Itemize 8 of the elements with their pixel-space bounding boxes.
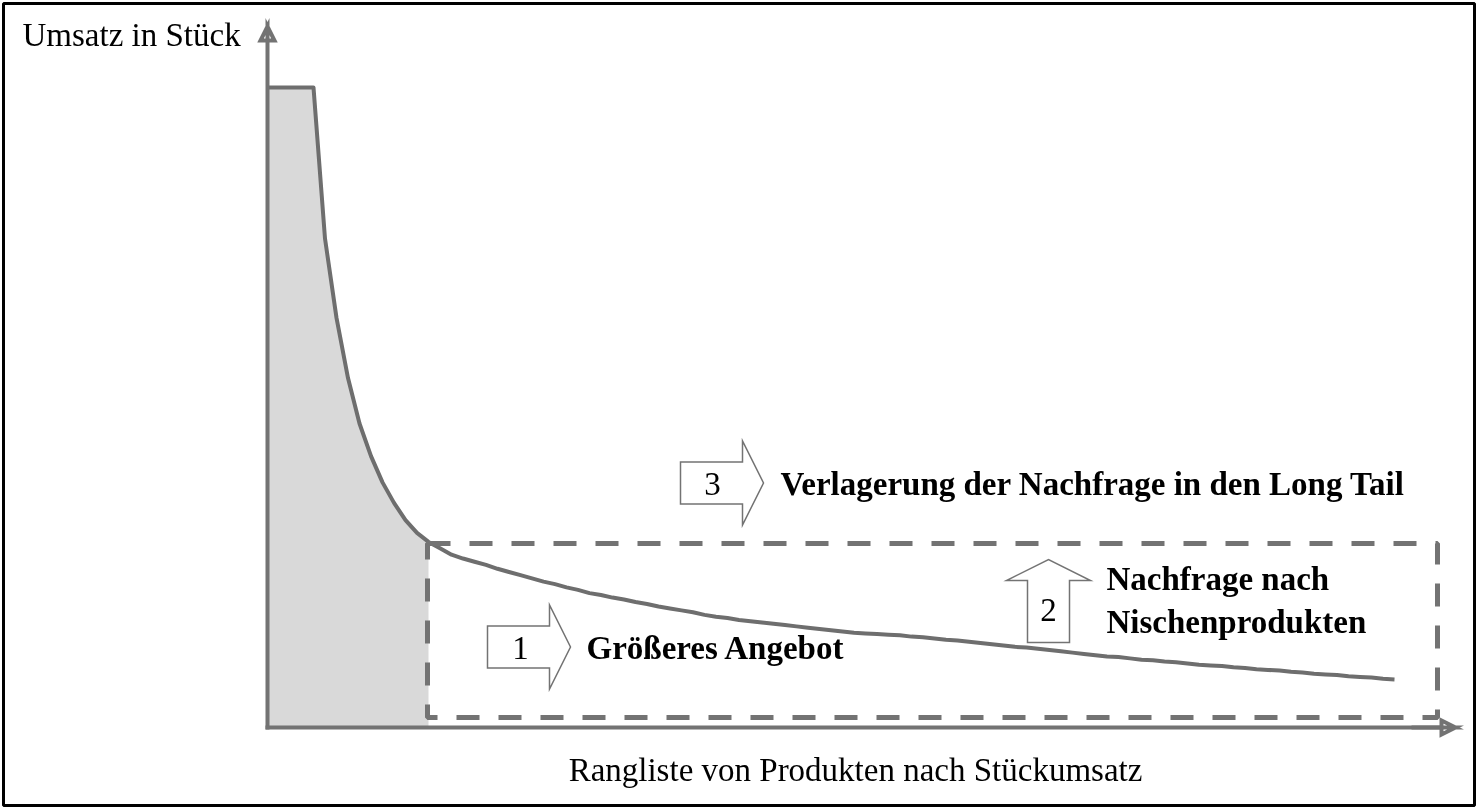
annotation: Verlagerung der Nachfrage in den Long Tail xyxy=(780,465,1404,502)
x-axis-title: Rangliste von Produkten nach Stückumsatz xyxy=(568,751,1143,788)
annotation: 2 xyxy=(1040,591,1057,628)
y-axis-title: Umsatz in Stück xyxy=(22,16,242,53)
annotation: Nachfrage nach Nischenprodukten xyxy=(1106,560,1367,641)
annotation: Größeres Angebot xyxy=(586,629,844,666)
annotation: 1 xyxy=(512,629,529,666)
annotation: 3 xyxy=(704,465,721,502)
